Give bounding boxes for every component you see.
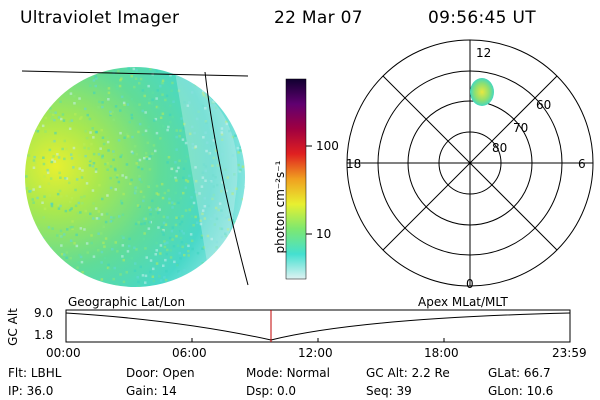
info-ip: IP: 36.0 — [8, 384, 54, 398]
info-door: Door: Open — [126, 366, 195, 380]
info-seq: Seq: 39 — [366, 384, 412, 398]
info-flt: Flt: LBHL — [8, 366, 62, 380]
colorbar-tick-10: 10 — [316, 227, 332, 241]
lat-label-70: 70 — [513, 121, 529, 135]
orbit-plot-frame — [65, 309, 571, 343]
mlt-label-18: 18 — [346, 157, 362, 171]
aurora-spot — [470, 78, 494, 106]
orbit-x-tick-1: 06:00 — [172, 346, 207, 360]
mlt-label-6: 6 — [578, 157, 586, 171]
lat-label-80: 80 — [492, 141, 508, 155]
orbit-x-tick-3: 18:00 — [424, 346, 459, 360]
orbit-y-label: GC Alt — [6, 308, 20, 346]
orbit-x-tick-0: 00:00 — [46, 346, 81, 360]
orbit-left-title: Geographic Lat/Lon — [68, 295, 186, 309]
colorbar-unit-label: photon cm⁻²s⁻¹ — [273, 160, 287, 254]
terminator-line — [204, 71, 249, 286]
info-gain: Gain: 14 — [126, 384, 177, 398]
colorbar — [285, 78, 307, 280]
orbit-x-tick-2: 12:00 — [298, 346, 333, 360]
horizon-line — [21, 70, 249, 77]
lat-label-60: 60 — [536, 98, 552, 112]
info-dsp: Dsp: 0.0 — [246, 384, 297, 398]
earth-disk — [25, 67, 245, 287]
info-glon: GLon: 10.6 — [488, 384, 554, 398]
orbit-x-tick-4: 23:59 — [552, 346, 587, 360]
info-glat: GLat: 66.7 — [488, 366, 551, 380]
orbit-x-ticks — [191, 338, 445, 342]
mlt-label-12: 12 — [476, 46, 492, 60]
altitude-curve — [65, 312, 571, 341]
orbit-right-title: Apex MLat/MLT — [418, 295, 508, 309]
mlt-label-0: 0 — [466, 277, 474, 291]
date-label: 22 Mar 07 — [274, 8, 363, 28]
polar-plot — [346, 39, 594, 287]
info-gc-alt: GC Alt: 2.2 Re — [366, 366, 450, 380]
colorbar-ticks — [306, 145, 312, 235]
orbit-y-tick-low: 1.8 — [34, 328, 54, 342]
time-label: 09:56:45 UT — [428, 8, 536, 28]
colorbar-tick-100: 100 — [316, 139, 339, 153]
info-mode: Mode: Normal — [246, 366, 330, 380]
orbit-y-tick-high: 9.0 — [34, 306, 54, 320]
instrument-title: Ultraviolet Imager — [20, 8, 180, 28]
